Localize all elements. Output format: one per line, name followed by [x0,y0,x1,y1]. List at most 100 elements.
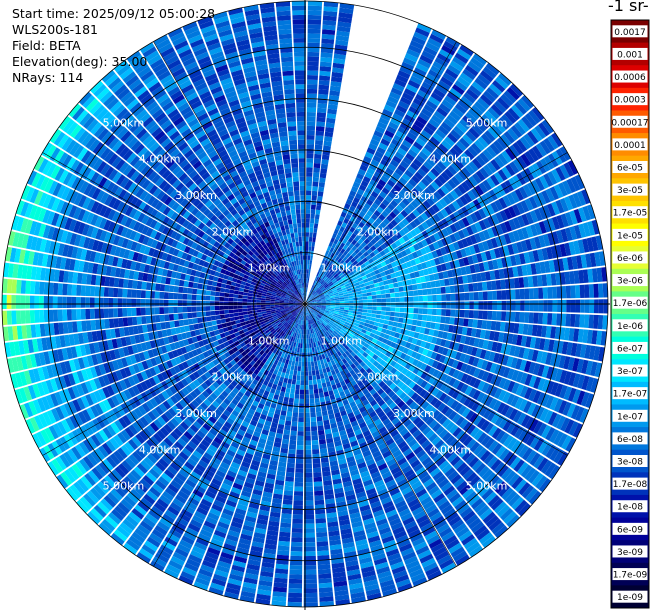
range-bin [435,248,443,257]
range-bin [419,85,432,96]
range-bin [413,243,420,251]
range-bin [322,275,326,280]
range-bin [333,292,339,296]
range-bin [503,131,516,144]
range-bin [367,234,374,242]
range-bin [474,120,487,133]
range-bin [366,210,374,217]
range-bin [487,260,494,271]
range-bin [325,266,330,272]
range-bin [380,310,386,316]
range-bin [310,421,317,427]
range-bin [281,443,289,449]
range-bin [307,300,312,304]
range-bin [434,177,444,188]
range-bin [476,253,483,263]
range-bin [349,300,354,304]
range-bin [385,298,391,303]
range-bin [382,154,392,163]
range-bin [542,205,552,219]
range-bin [380,113,392,122]
range-bin [533,300,539,312]
range-bin [424,275,431,282]
range-bin [482,206,491,217]
range-bin [321,410,328,417]
range-bin [479,152,490,164]
range-bin [432,150,443,161]
range-bin [319,294,324,297]
range-bin [559,164,570,179]
range-bin [482,291,488,301]
range-bin [384,289,391,294]
range-bin [411,278,417,285]
range-bin [329,263,335,269]
range-bin [288,588,303,594]
range-bin [501,166,512,179]
range-bin [530,179,541,193]
range-bin [318,578,332,584]
range-bin [362,309,368,313]
range-bin [402,156,412,166]
range-bin [457,219,466,229]
range-bin [462,275,468,284]
range-bin [294,481,304,487]
range-bin [399,189,408,198]
range-bin [321,300,326,302]
range-bin [573,224,582,239]
range-bin [448,243,456,253]
range-bin [319,285,324,290]
range-bin [539,261,546,274]
range-bin [441,139,452,151]
ray-8 [306,91,538,303]
range-bin [521,95,535,109]
range-bin [543,137,555,152]
range-bin [493,171,504,184]
range-bin [417,181,427,190]
range-bin [399,291,405,297]
range-bin [317,383,323,389]
range-bin [392,171,401,180]
range-bin [547,232,555,246]
range-bin [471,104,484,117]
range-bin [320,296,325,299]
range-bin [284,481,294,487]
range-bin [280,522,292,528]
range-bin [422,200,432,209]
range-bin [367,309,372,314]
range-bin [480,133,493,145]
range-bin [491,280,497,290]
range-bin [328,268,334,274]
range-bin [404,307,410,313]
range-bin [330,298,336,301]
range-bin [364,269,370,275]
range-bin [467,318,474,328]
range-bin [320,457,329,463]
range-bin [529,237,537,250]
range-bin [459,137,470,149]
range-bin [538,300,544,312]
range-bin [313,384,318,390]
ray-5 [306,59,503,303]
range-bin [447,269,453,278]
range-bin [367,241,374,248]
range-bin [312,290,316,295]
range-bin [382,218,391,226]
range-bin [578,223,587,238]
range-bin [353,196,360,204]
range-bin [539,175,549,189]
range-bin [436,287,442,295]
range-bin [328,241,334,248]
range-bin [482,66,497,79]
range-bin [395,130,406,140]
range-bin [305,297,308,302]
range-bin [313,476,323,482]
range-bin [388,256,395,263]
range-bin [299,347,303,353]
range-bin [415,277,422,284]
range-bin [311,284,315,290]
range-bin [431,29,447,40]
range-bin [299,394,305,399]
range-bin [393,316,400,323]
range-bin [372,299,377,303]
